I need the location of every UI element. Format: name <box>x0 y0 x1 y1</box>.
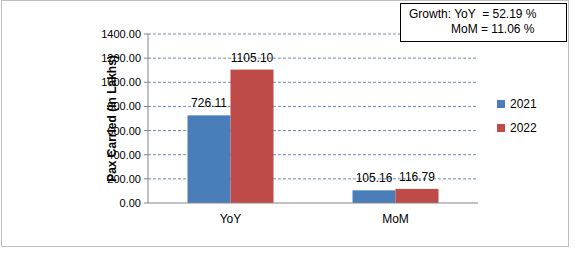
tick-mark <box>144 34 148 35</box>
frame <box>2 1 569 247</box>
category-label: MoM <box>382 212 409 226</box>
bar <box>231 70 274 203</box>
bars <box>188 70 439 203</box>
y-axis <box>148 34 149 203</box>
tick-mark <box>144 58 148 59</box>
bar <box>353 190 396 203</box>
legend: 2021 2022 <box>497 97 537 135</box>
tick-label: 1400.00 <box>101 28 141 40</box>
grid-line <box>148 58 478 59</box>
data-label: 116.79 <box>399 170 435 184</box>
y-axis-title: Pax Carried (in Lakhs) <box>105 55 119 182</box>
bar <box>188 115 231 203</box>
x-axis <box>148 203 478 204</box>
annotation: Growth: YoY = 52.19 % <box>409 7 537 21</box>
data-labels: 726.11 1105.10 105.16 116.79 <box>191 51 435 186</box>
annotation-frame <box>401 4 567 42</box>
tick-mark <box>144 203 148 204</box>
tick-mark <box>144 154 148 155</box>
legend-label: 2022 <box>510 121 537 135</box>
annotation-box: Growth: YoY = 52.19 %MoM = 11.06 % <box>401 4 567 42</box>
tick-mark <box>144 106 148 107</box>
data-label: 105.16 <box>356 171 393 185</box>
tick-mark <box>144 178 148 179</box>
tick-mark <box>144 130 148 131</box>
chart: 0.00200.00400.00600.00800.001000.001200.… <box>0 0 575 253</box>
legend-swatch <box>497 100 505 108</box>
category-label: YoY <box>220 212 242 226</box>
grid-line <box>148 82 478 83</box>
bar <box>396 189 439 203</box>
tick-mark <box>144 82 148 83</box>
legend-swatch <box>497 124 505 132</box>
data-label: 1105.10 <box>231 51 274 65</box>
data-label: 726.11 <box>191 96 227 110</box>
tick-label: 0.00 <box>120 197 141 209</box>
legend-label: 2021 <box>510 97 537 111</box>
annotation: MoM = 11.06 % <box>451 22 535 36</box>
